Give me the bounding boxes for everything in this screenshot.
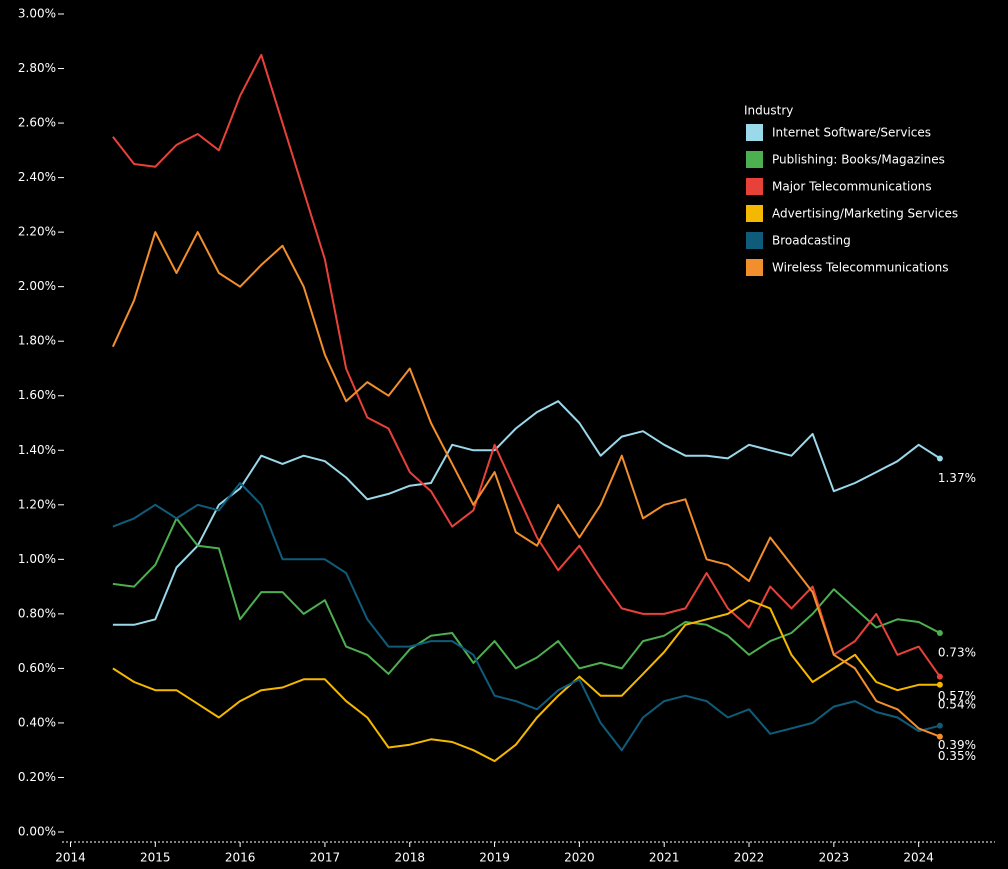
series-line (112, 400, 941, 626)
y-tick-label: 1.80% (18, 334, 56, 348)
x-tick-label: 2024 (903, 851, 934, 865)
y-tick-label: 0.80% (18, 606, 56, 620)
legend-label: Major Telecommunications (772, 180, 932, 194)
value-label: 0.57% (938, 689, 976, 703)
value-label: 0.54% (938, 697, 976, 711)
x-tick-label: 2018 (394, 851, 425, 865)
x-tick-label: 2023 (819, 851, 850, 865)
x-tick-label: 2017 (310, 851, 341, 865)
end-point (936, 681, 943, 688)
legend-swatch (746, 205, 763, 222)
series-line (112, 482, 941, 752)
series-line (112, 53, 941, 678)
x-tick-label: 2015 (140, 851, 171, 865)
x-tick-label: 2021 (649, 851, 680, 865)
x-tick-label: 2019 (479, 851, 510, 865)
legend-label: Broadcasting (772, 234, 851, 248)
x-tick-label: 2016 (225, 851, 256, 865)
legend-label: Internet Software/Services (772, 126, 931, 140)
y-tick-label: 1.00% (18, 552, 56, 566)
y-tick-label: 1.60% (18, 388, 56, 402)
value-label: 1.37% (938, 471, 976, 485)
x-tick-label: 2020 (564, 851, 595, 865)
y-tick-label: 0.40% (18, 715, 56, 729)
value-label: 0.35% (938, 749, 976, 763)
x-tick-label: 2022 (734, 851, 765, 865)
y-tick-label: 2.20% (18, 225, 56, 239)
y-tick-label: 2.00% (18, 279, 56, 293)
legend-swatch (746, 232, 763, 249)
legend-swatch (746, 178, 763, 195)
y-tick-label: 2.40% (18, 170, 56, 184)
legend-label: Wireless Telecommunications (772, 261, 948, 275)
legend-label: Advertising/Marketing Services (772, 207, 958, 221)
end-point (936, 673, 943, 680)
end-point (936, 455, 943, 462)
legend-swatch (746, 151, 763, 168)
value-label: 0.39% (938, 738, 976, 752)
legend-label: Publishing: Books/Magazines (772, 153, 945, 167)
y-tick-label: 1.40% (18, 443, 56, 457)
y-tick-label: 3.00% (18, 7, 56, 21)
legend-swatch (746, 124, 763, 141)
series-line (111, 231, 941, 738)
x-tick-label: 2014 (55, 851, 86, 865)
legend-title: Industry (744, 104, 793, 118)
y-tick-label: 1.20% (18, 497, 56, 511)
end-point (936, 722, 943, 729)
y-tick-label: 0.60% (18, 661, 56, 675)
y-tick-label: 2.80% (18, 61, 56, 75)
y-tick-label: 2.60% (18, 116, 56, 130)
series-line (112, 599, 940, 763)
y-tick-label: 0.00% (18, 825, 56, 839)
end-point (936, 629, 943, 636)
legend-swatch (746, 259, 763, 276)
value-label: 0.73% (938, 645, 976, 659)
y-tick-label: 0.20% (18, 770, 56, 784)
end-point (936, 733, 943, 740)
series-line (112, 517, 941, 675)
